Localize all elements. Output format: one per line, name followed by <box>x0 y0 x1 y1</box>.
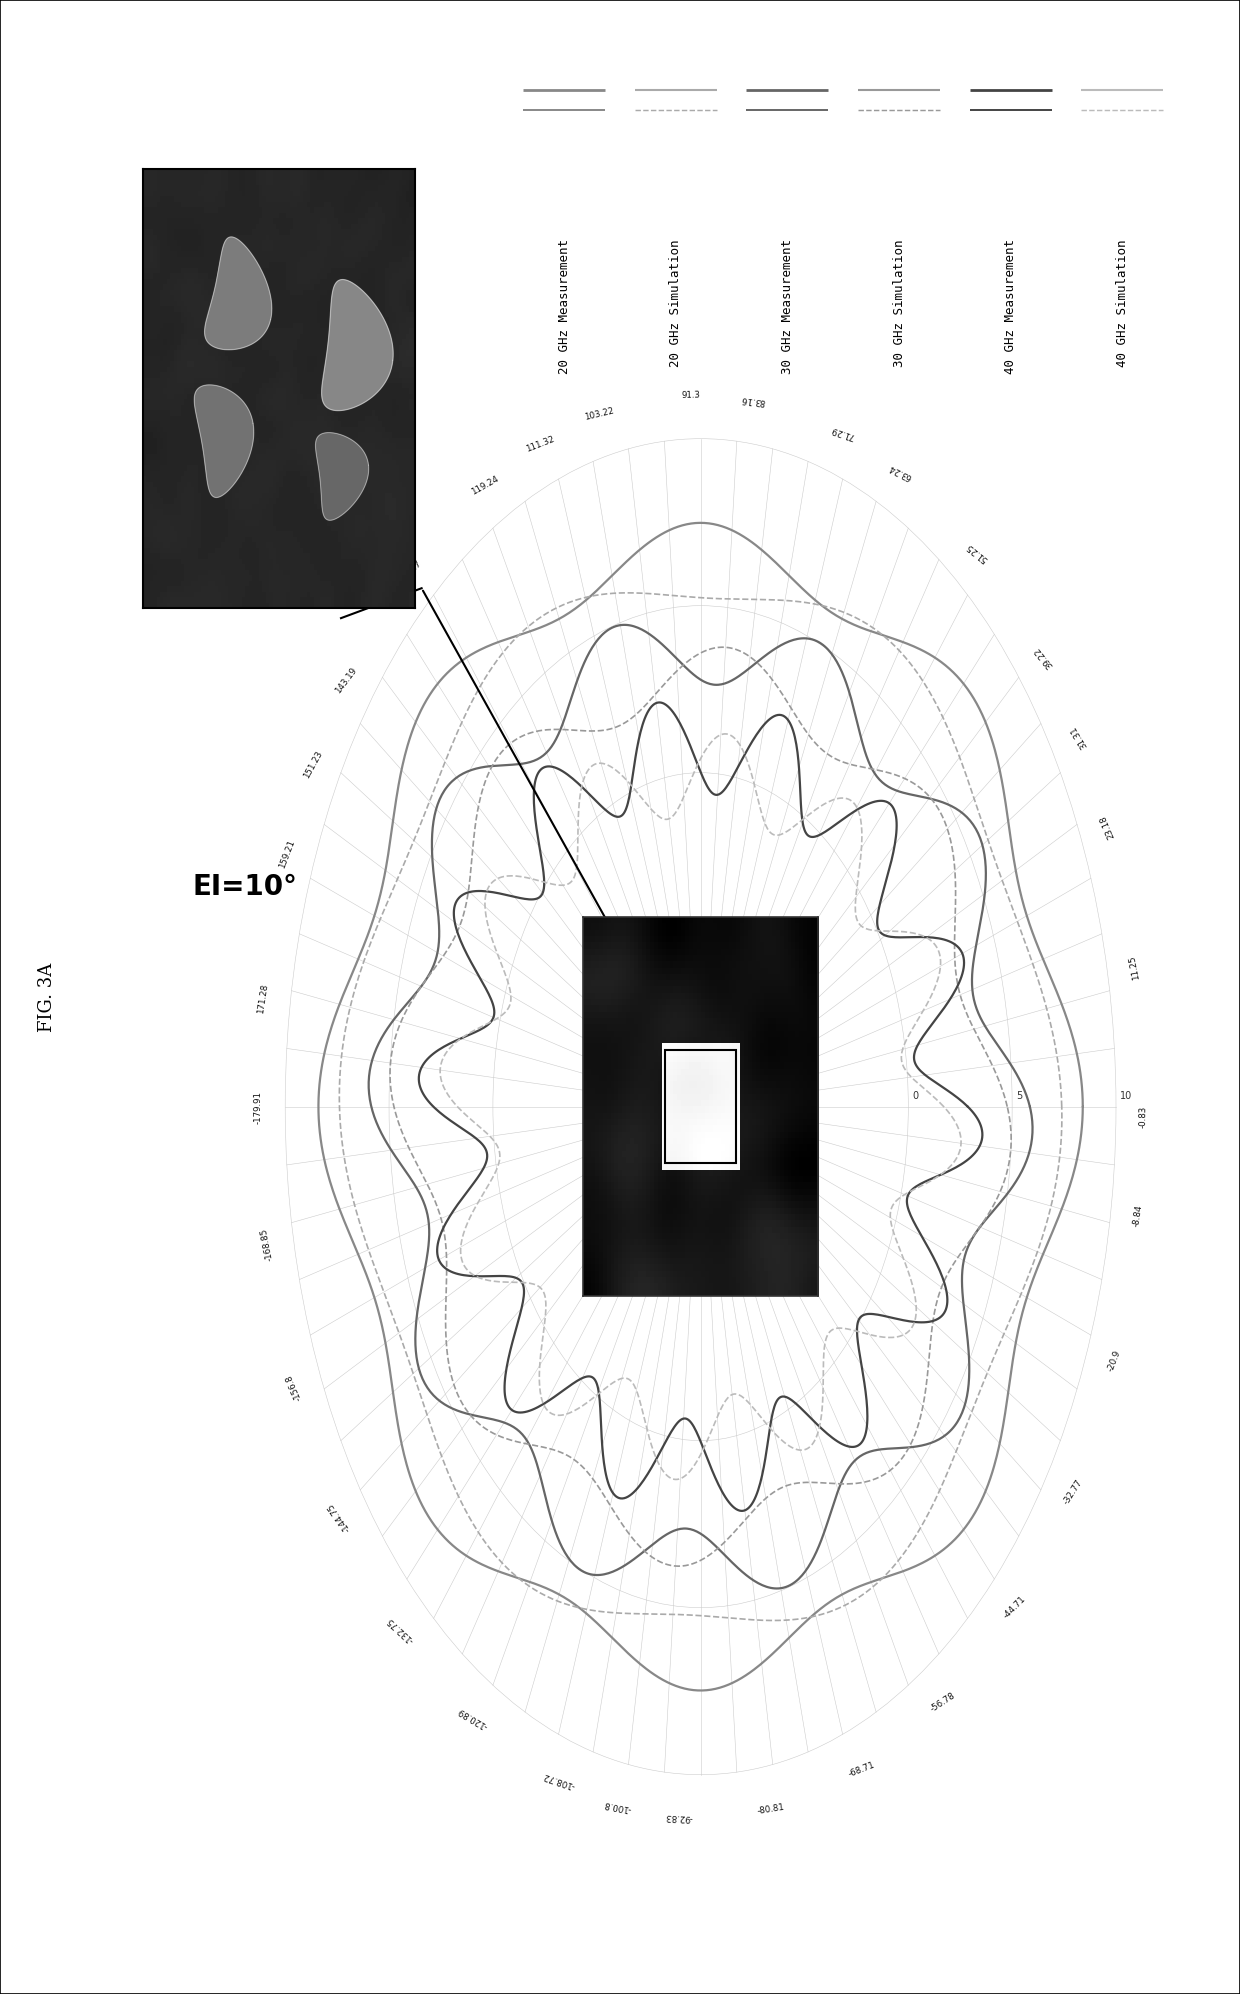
Bar <box>665 1049 735 1164</box>
Text: 51.25: 51.25 <box>965 540 990 562</box>
Text: -0.83: -0.83 <box>1138 1107 1147 1129</box>
Text: 83.16: 83.16 <box>740 395 766 407</box>
Text: -20.9: -20.9 <box>1106 1348 1122 1372</box>
Text: 91.3: 91.3 <box>681 391 701 401</box>
Text: FIG. 3A: FIG. 3A <box>38 963 56 1031</box>
Text: -168.85: -168.85 <box>259 1226 274 1262</box>
Text: 30 GHz Measurement: 30 GHz Measurement <box>781 239 794 375</box>
Text: 5: 5 <box>1016 1091 1022 1101</box>
Text: 0: 0 <box>911 1091 918 1101</box>
Text: -132.75: -132.75 <box>386 1615 415 1643</box>
Text: 39.22: 39.22 <box>1032 644 1054 670</box>
Text: 30 GHz Simulation: 30 GHz Simulation <box>893 239 905 367</box>
Text: -80.81: -80.81 <box>756 1803 786 1817</box>
Polygon shape <box>321 279 393 411</box>
Text: -156.8: -156.8 <box>284 1372 304 1402</box>
Text: 20 GHz Measurement: 20 GHz Measurement <box>558 239 570 375</box>
Text: 40 GHz Simulation: 40 GHz Simulation <box>1116 239 1128 367</box>
Text: 40 GHz Measurement: 40 GHz Measurement <box>1004 239 1017 375</box>
Text: EI=10°: EI=10° <box>192 873 298 901</box>
Text: 10: 10 <box>1120 1091 1132 1101</box>
Text: -8.84: -8.84 <box>1132 1204 1145 1228</box>
Text: -5: -5 <box>808 1091 818 1101</box>
Text: -68.71: -68.71 <box>847 1761 875 1779</box>
Text: -44.71: -44.71 <box>1002 1593 1028 1621</box>
Text: -120.89: -120.89 <box>458 1705 490 1729</box>
Text: -179.91: -179.91 <box>254 1091 263 1125</box>
Text: -92.83: -92.83 <box>665 1813 693 1823</box>
Text: 143.19: 143.19 <box>334 666 360 696</box>
Text: 103.22: 103.22 <box>584 407 615 423</box>
Text: 20 GHz Simulation: 20 GHz Simulation <box>670 239 682 367</box>
Text: -100.8: -100.8 <box>603 1799 632 1813</box>
Text: 71.29: 71.29 <box>830 425 856 441</box>
Polygon shape <box>195 385 254 497</box>
Text: -144.75: -144.75 <box>326 1501 352 1533</box>
Text: 23.18: 23.18 <box>1099 814 1116 839</box>
Text: 159.21: 159.21 <box>278 839 296 869</box>
Text: -32.77: -32.77 <box>1061 1478 1084 1505</box>
Text: 111.32: 111.32 <box>525 435 556 453</box>
Text: 63.24: 63.24 <box>887 463 913 481</box>
Text: 171.28: 171.28 <box>257 983 270 1015</box>
Text: -108.72: -108.72 <box>542 1771 575 1791</box>
Polygon shape <box>316 433 368 520</box>
Text: 11.25: 11.25 <box>1127 955 1141 981</box>
Text: 131.27: 131.27 <box>394 558 423 586</box>
Polygon shape <box>205 237 272 349</box>
Text: 151.23: 151.23 <box>301 750 324 780</box>
Text: 119.24: 119.24 <box>469 475 500 497</box>
Text: -10: -10 <box>704 1091 720 1101</box>
Text: -56.78: -56.78 <box>929 1691 957 1713</box>
Text: 31.31: 31.31 <box>1069 724 1089 750</box>
